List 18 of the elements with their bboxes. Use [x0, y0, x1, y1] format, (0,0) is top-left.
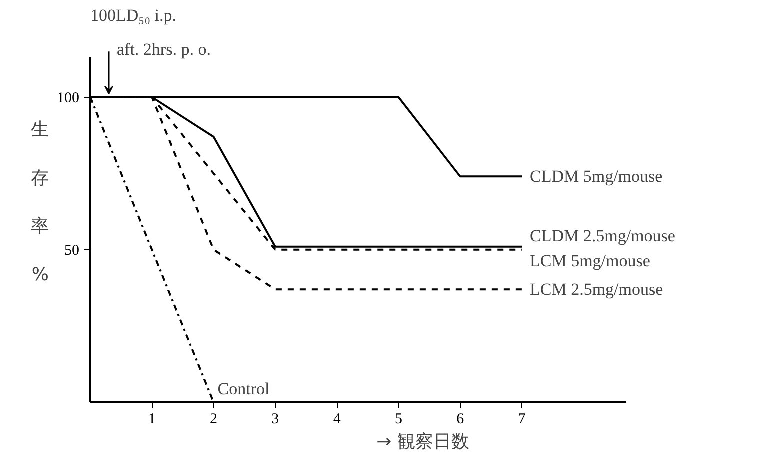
series-label: LCM 2.5mg/mouse	[530, 280, 664, 300]
x-tick-label: 2	[210, 412, 218, 428]
x-tick-label: 6	[456, 412, 465, 428]
y-tick-label: 50	[64, 242, 80, 259]
annotation: aft. 2hrs. p. o.	[116, 40, 211, 60]
x-tick-label: 5	[394, 412, 402, 428]
series-label: LCM 5mg/mouse	[530, 251, 650, 270]
series-label: CLDM 2.5mg/mouse	[530, 226, 676, 246]
x-tick-label: 7	[518, 412, 526, 428]
text: 100LD₅₀ i.p.	[90, 6, 176, 26]
series-label: CLDM 5mg/mouse	[530, 167, 663, 186]
x-axis-title: → 観察日数	[376, 432, 470, 452]
x-tick-label: 1	[148, 412, 156, 428]
y-tick-label: 100	[57, 90, 80, 106]
x-tick-label: 3	[272, 412, 280, 428]
x-tick-label: 4	[333, 412, 342, 428]
text: 生存率%	[31, 120, 50, 286]
series-label: Control	[218, 380, 270, 398]
